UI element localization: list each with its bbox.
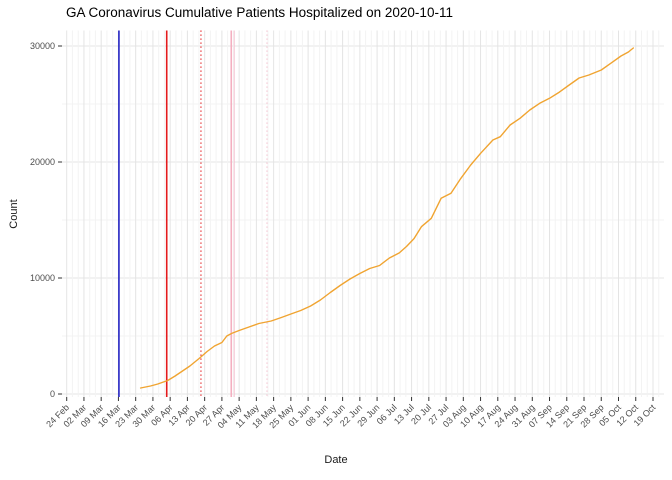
chart-title: GA Coronavirus Cumulative Patients Hospi… bbox=[66, 5, 453, 20]
y-tick-labels: 0 10000 20000 30000 bbox=[30, 41, 55, 399]
x-gridlines bbox=[66, 30, 660, 397]
y-tick-label: 30000 bbox=[30, 41, 55, 51]
event-vlines bbox=[118, 30, 268, 397]
y-tick-label: 0 bbox=[50, 389, 55, 399]
x-axis-title: Date bbox=[324, 454, 348, 466]
y-tick-label: 10000 bbox=[30, 273, 55, 283]
series-group bbox=[139, 47, 634, 389]
axis-ticks bbox=[58, 45, 654, 401]
y-axis-title: Count bbox=[8, 199, 20, 229]
y-tick-label: 20000 bbox=[30, 157, 55, 167]
series-line bbox=[139, 47, 634, 389]
y-gridlines bbox=[62, 45, 664, 395]
